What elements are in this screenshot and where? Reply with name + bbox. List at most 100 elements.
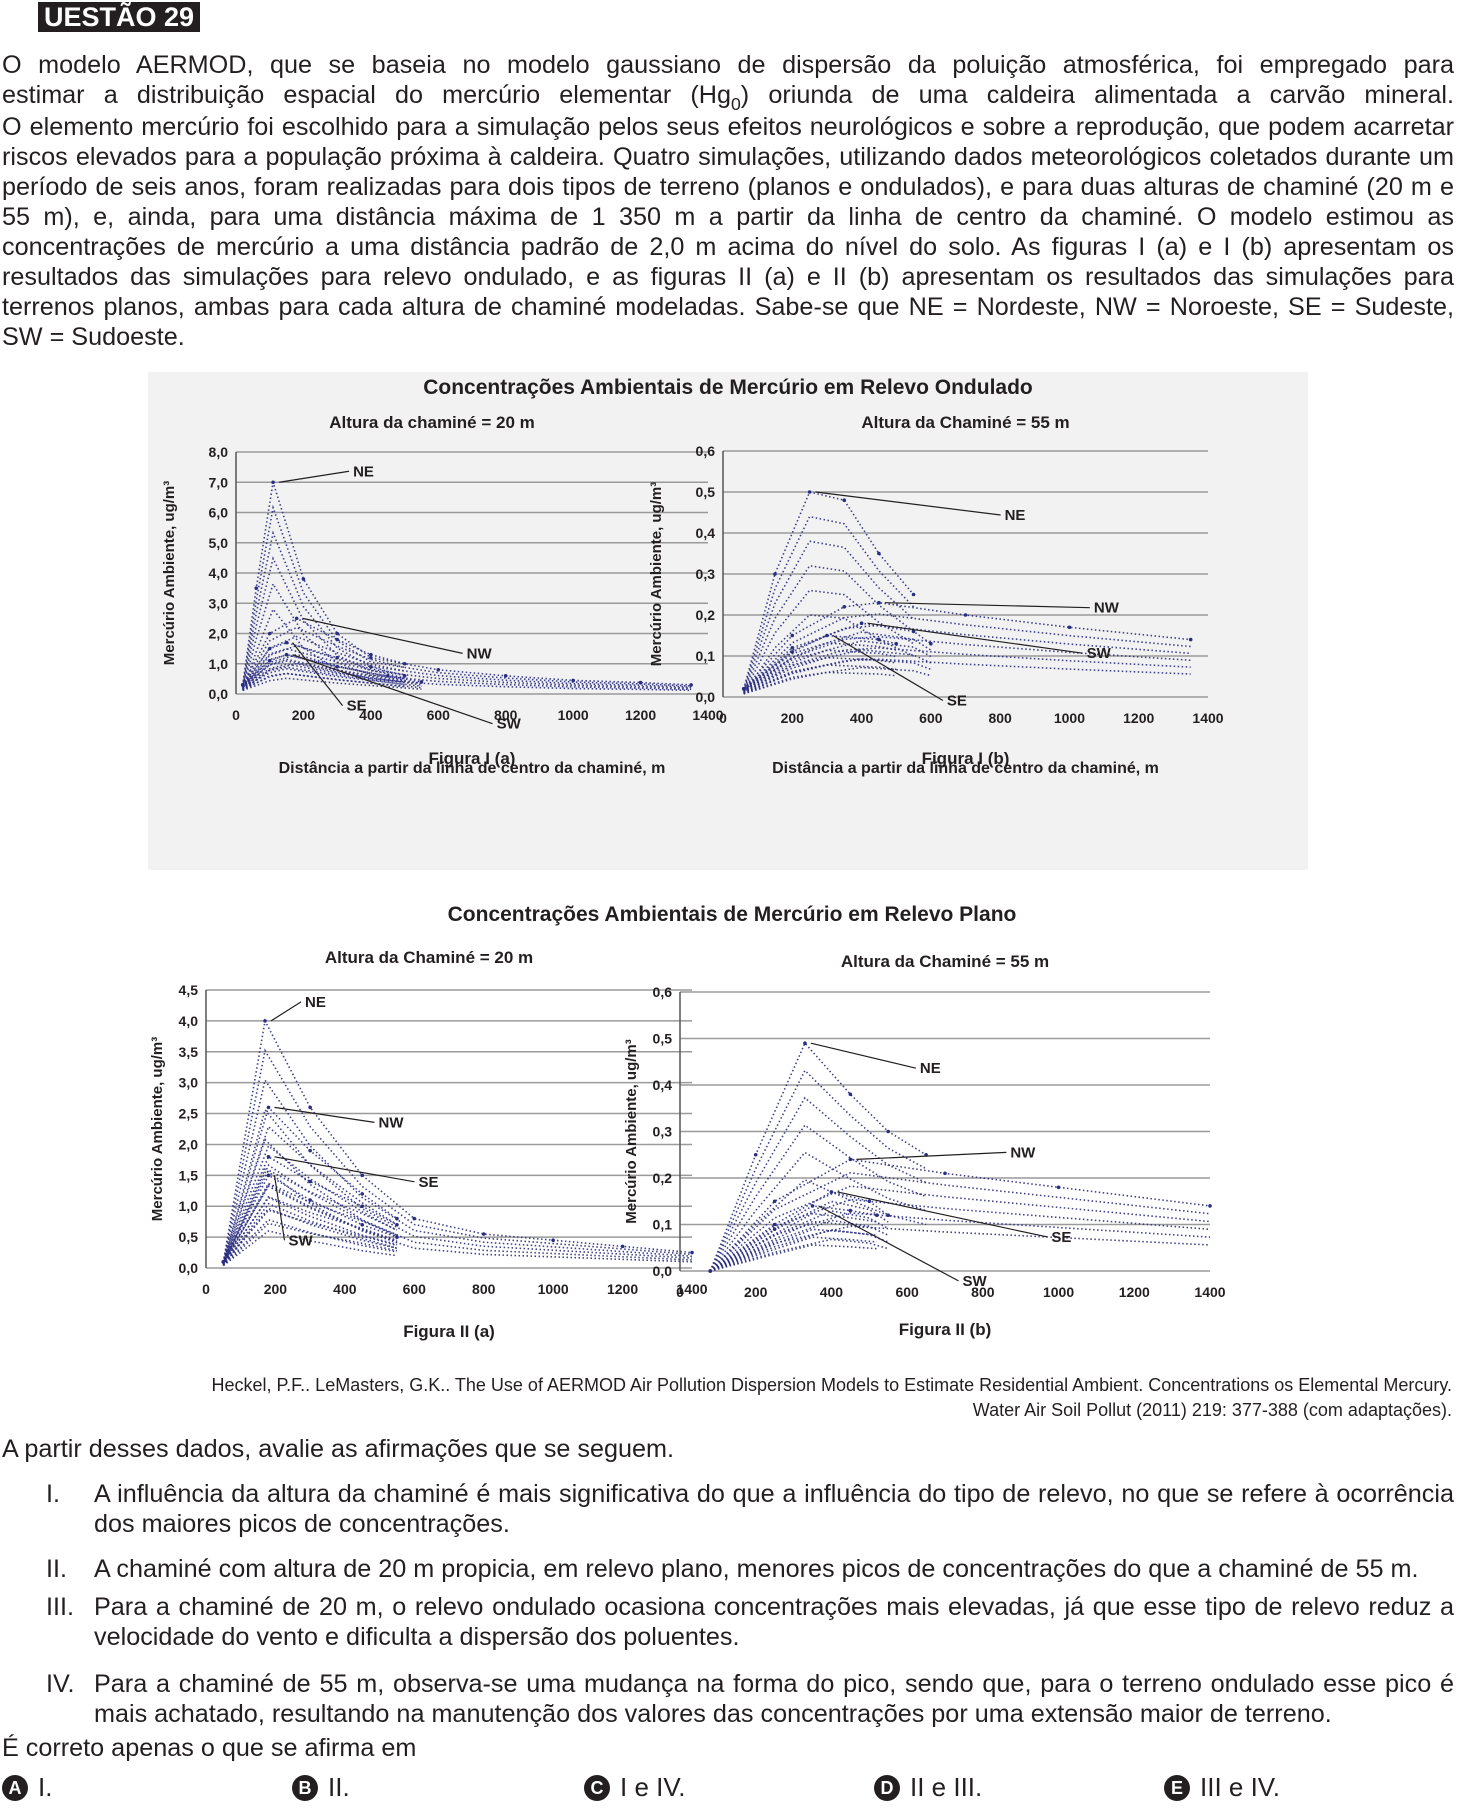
series-leader-line bbox=[856, 1151, 1007, 1160]
series-band-line bbox=[709, 1151, 927, 1272]
x-tick-label: 1000 bbox=[538, 1281, 569, 1297]
x-tick-label: 1000 bbox=[1054, 710, 1085, 726]
y-tick-label: 1,0 bbox=[209, 656, 229, 672]
x-tick-label: 0 bbox=[232, 707, 240, 723]
x-tick-label: 800 bbox=[988, 710, 1012, 726]
data-point bbox=[875, 1213, 879, 1217]
data-point bbox=[772, 1227, 777, 1231]
series-band-line bbox=[241, 504, 692, 687]
y-tick-label: 5,0 bbox=[209, 535, 229, 551]
data-point bbox=[690, 1250, 694, 1255]
data-point bbox=[360, 1204, 365, 1209]
option-e[interactable]: E III e IV. bbox=[1164, 1772, 1280, 1803]
series-leader-line bbox=[867, 622, 1083, 654]
option-letter-badge: A bbox=[2, 1774, 28, 1801]
data-point bbox=[859, 621, 864, 625]
data-point bbox=[308, 1179, 312, 1184]
series-leader-line bbox=[292, 642, 344, 706]
chart-3: Altura da Chaminé = 55 m 0,0 0,1 0,2 0,3 0,4 0… bbox=[623, 952, 1226, 1339]
data-point bbox=[402, 661, 407, 666]
series-band-line bbox=[242, 644, 405, 689]
series-band-line bbox=[222, 1202, 398, 1267]
series-band-line bbox=[743, 540, 915, 692]
figure-top-panel: Concentrações Ambientais de Mercúrio em … bbox=[148, 372, 1308, 870]
series-label: NW bbox=[378, 1114, 404, 1131]
series-band-line bbox=[242, 662, 405, 692]
y-tick-label: 0,5 bbox=[696, 484, 716, 500]
option-d[interactable]: D II e III. bbox=[874, 1772, 982, 1803]
series-band-line bbox=[241, 482, 692, 686]
x-tick-label: 0 bbox=[676, 1284, 684, 1300]
question-text: É correto apenas o que se afirma em bbox=[2, 1734, 417, 1762]
data-point bbox=[294, 616, 299, 621]
series-band-line bbox=[242, 641, 405, 686]
figure-caption: Figura II (b) bbox=[899, 1320, 992, 1339]
series-band-line bbox=[222, 1185, 398, 1263]
series-label: NE bbox=[305, 994, 326, 1011]
data-point bbox=[360, 1173, 365, 1178]
series-label: NE bbox=[920, 1060, 941, 1077]
statement-number: I. bbox=[46, 1480, 60, 1508]
data-point bbox=[503, 674, 508, 678]
series-band-line bbox=[222, 1182, 398, 1264]
series-band-line bbox=[743, 635, 1191, 693]
series-band-line bbox=[709, 1212, 1211, 1272]
y-tick-label: 0,4 bbox=[653, 1077, 673, 1093]
series-band-line bbox=[743, 648, 932, 693]
y-tick-label: 3,0 bbox=[209, 595, 229, 611]
data-point bbox=[335, 637, 339, 642]
data-point bbox=[790, 650, 795, 654]
data-point bbox=[886, 1213, 891, 1217]
y-tick-label: 0,1 bbox=[653, 1217, 673, 1233]
x-tick-label: 1400 bbox=[1194, 1284, 1225, 1300]
series-band-line bbox=[242, 672, 422, 691]
data-point bbox=[829, 1190, 834, 1194]
data-point bbox=[308, 1148, 312, 1153]
question-number-header: UESTÃO 29 bbox=[38, 2, 201, 32]
data-point bbox=[263, 1019, 267, 1023]
data-point bbox=[271, 480, 275, 485]
series-se: SE bbox=[708, 1190, 1071, 1273]
series-band-line bbox=[710, 1236, 877, 1272]
series-band-line bbox=[710, 1238, 889, 1272]
source-line-1: Heckel, P.F.. LeMasters, G.K.. The Use o… bbox=[211, 1375, 1452, 1395]
statement-number: II. bbox=[46, 1555, 67, 1583]
x-tick-label: 400 bbox=[359, 707, 383, 723]
option-text: I. bbox=[38, 1772, 53, 1802]
y-tick-label: 7,0 bbox=[209, 474, 229, 490]
option-text: III e IV. bbox=[1200, 1772, 1280, 1802]
option-c[interactable]: C I e IV. bbox=[584, 1772, 686, 1803]
series-leader-line bbox=[815, 491, 1001, 516]
series-label: NW bbox=[467, 645, 493, 662]
data-point bbox=[963, 613, 968, 617]
prompt-text: A partir desses dados, avalie as afirmaç… bbox=[2, 1435, 675, 1463]
data-point bbox=[369, 655, 373, 660]
data-point bbox=[308, 1105, 312, 1110]
series-band-line bbox=[743, 614, 914, 695]
series-band-line bbox=[222, 1169, 398, 1263]
data-point bbox=[772, 1222, 777, 1227]
data-point bbox=[266, 1105, 271, 1110]
series-band-line bbox=[743, 658, 1191, 695]
x-tick-label: 1400 bbox=[692, 707, 723, 723]
data-point bbox=[395, 1235, 399, 1239]
y-tick-label: 0,6 bbox=[653, 984, 673, 1000]
y-tick-label: 4,0 bbox=[179, 1013, 199, 1029]
data-point bbox=[842, 498, 847, 502]
option-b[interactable]: B II. bbox=[292, 1772, 350, 1803]
series-band-line bbox=[743, 656, 897, 693]
option-a[interactable]: A I. bbox=[2, 1772, 52, 1803]
series-leader-line bbox=[274, 1156, 415, 1183]
chart-subtitle: Altura da chaminé = 20 m bbox=[329, 413, 535, 432]
y-tick-label: 4,0 bbox=[209, 565, 229, 581]
series-leader-line bbox=[810, 1042, 917, 1069]
option-letter-badge: C bbox=[584, 1774, 610, 1801]
x-tick-label: 1000 bbox=[558, 707, 589, 723]
option-letter-badge: E bbox=[1164, 1774, 1190, 1801]
series-band-line bbox=[709, 1225, 1211, 1272]
figure-top-title: Concentrações Ambientais de Mercúrio em … bbox=[423, 376, 1033, 399]
data-point bbox=[877, 600, 881, 605]
chart-subtitle: Altura da Chaminé = 20 m bbox=[325, 948, 533, 967]
series-band-line bbox=[709, 1041, 927, 1272]
series-leader-line bbox=[274, 1106, 375, 1123]
